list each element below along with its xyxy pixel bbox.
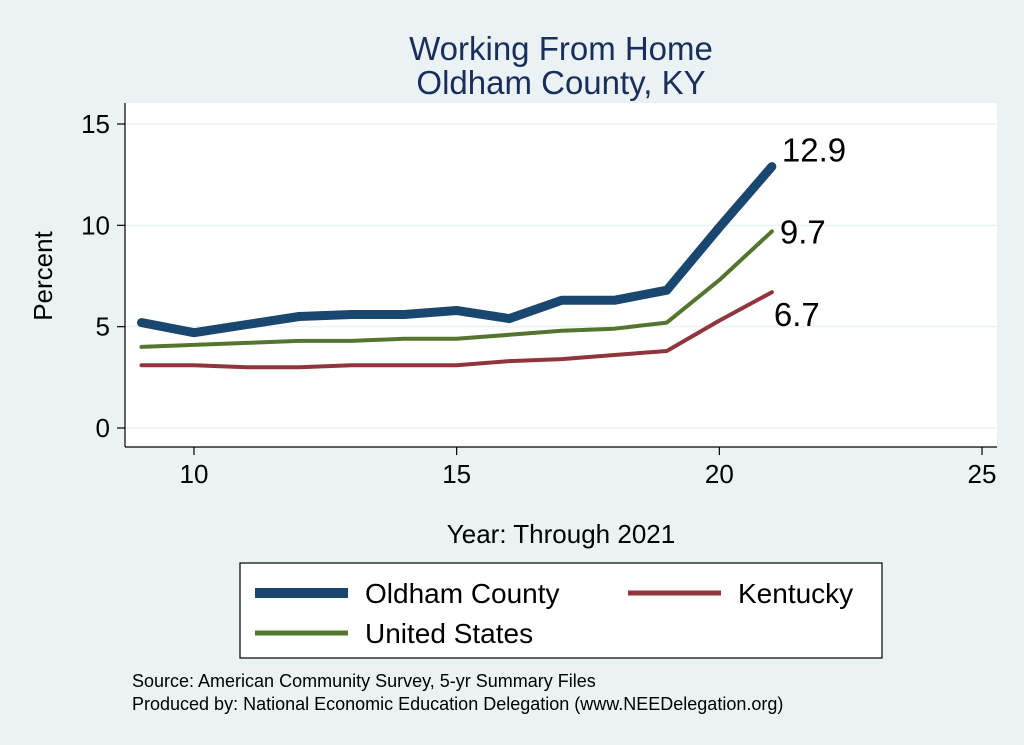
source-note: Source: American Community Survey, 5-yr …: [132, 671, 596, 691]
x-tick-label-25: 25: [968, 459, 997, 489]
x-tick-label-10: 10: [180, 459, 209, 489]
legend-label-oldham-county: Oldham County: [365, 578, 560, 609]
series-line-kentucky: [139, 290, 774, 370]
series-lines: [137, 162, 777, 370]
y-axis-label: Percent: [28, 230, 58, 320]
end-label-oldham-county: 12.9: [782, 132, 846, 169]
legend: Oldham County Kentucky United States: [239, 562, 883, 659]
x-axis-label: Year: Through 2021: [447, 519, 675, 549]
chart-subtitle: Oldham County, KY: [416, 64, 705, 101]
end-label-kentucky: 6.7: [774, 296, 820, 333]
y-tick-label-5: 5: [96, 312, 110, 342]
series-line-united-states: [139, 229, 774, 349]
y-tick-label-0: 0: [96, 413, 110, 443]
y-tick-label-15: 15: [81, 109, 110, 139]
end-value-labels: 12.9 6.7 9.7: [774, 132, 846, 334]
legend-label-kentucky: Kentucky: [738, 578, 853, 609]
legend-box: [239, 562, 883, 659]
gridlines: [125, 123, 997, 429]
y-tick-label-10: 10: [81, 210, 110, 240]
legend-label-united-states: United States: [365, 618, 533, 649]
tick-labels: 0 5 10 15 10 15 20 25: [81, 109, 996, 489]
end-label-united-states: 9.7: [780, 213, 826, 250]
producer-note: Produced by: National Economic Education…: [132, 694, 783, 714]
x-tick-label-20: 20: [705, 459, 734, 489]
series-line-oldham-county: [137, 162, 777, 338]
axes: [117, 103, 997, 455]
plot-area: [125, 103, 997, 447]
chart-title: Working From Home: [409, 30, 713, 67]
x-tick-label-15: 15: [442, 459, 471, 489]
